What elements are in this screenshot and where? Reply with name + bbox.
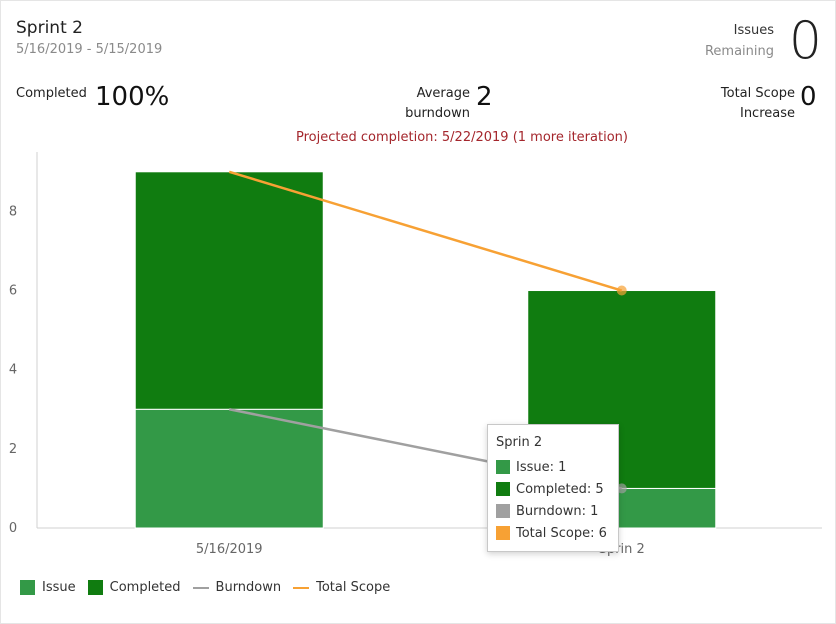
legend-item-completed[interactable]: Completed bbox=[87, 580, 181, 595]
avg-label-line2: burndown bbox=[405, 106, 470, 121]
point-total-scope bbox=[616, 285, 627, 296]
y-tick-label: 4 bbox=[9, 363, 17, 378]
tooltip-row-burndown: Burndown: 1 bbox=[496, 500, 618, 522]
projected-completion: Projected completion: 5/22/2019 (1 more … bbox=[296, 130, 628, 145]
issues-label-line2: Remaining bbox=[704, 44, 774, 59]
chart-tooltip: Sprin 2 Issue: 1 Completed: 5 Burndown: … bbox=[487, 424, 619, 552]
legend-label-total-scope: Total Scope bbox=[316, 580, 391, 595]
tooltip-row-total-scope: Total Scope: 6 bbox=[496, 522, 618, 544]
point-burndown bbox=[616, 483, 627, 494]
x-tick-label: 5/16/2019 bbox=[196, 542, 263, 557]
legend-label-burndown: Burndown bbox=[215, 580, 282, 595]
tooltip-swatch-burndown bbox=[496, 504, 510, 518]
scope-label-line2: Increase bbox=[739, 106, 795, 121]
average-burndown-value: 2 bbox=[476, 82, 493, 112]
completed-value: 100% bbox=[95, 82, 170, 112]
sprint-title: Sprint 2 bbox=[16, 18, 83, 38]
legend-line-total-scope bbox=[293, 586, 310, 589]
issues-remaining-value: 0 bbox=[788, 11, 822, 71]
y-tick-label: 0 bbox=[9, 521, 17, 536]
legend-label-issue: Issue bbox=[42, 580, 76, 595]
y-tick-label: 2 bbox=[9, 442, 17, 457]
tooltip-title: Sprin 2 bbox=[496, 435, 543, 450]
legend-label-completed: Completed bbox=[109, 580, 181, 595]
tooltip-swatch-completed bbox=[496, 482, 510, 496]
legend-item-total-scope[interactable]: Total Scope bbox=[293, 580, 390, 595]
total-scope-increase-label: Total Scope Increase bbox=[698, 84, 795, 124]
total-scope-increase-value: 0 bbox=[800, 82, 817, 112]
scope-label-line1: Total Scope bbox=[720, 86, 795, 101]
bar-completed bbox=[134, 171, 324, 410]
y-tick-label: 6 bbox=[9, 284, 17, 299]
chart-legend: Issue Completed Burndown Total Scope bbox=[20, 580, 402, 595]
legend-item-issue[interactable]: Issue bbox=[20, 580, 76, 595]
tooltip-row-label: Issue: 1 bbox=[516, 459, 567, 475]
y-tick-label: 8 bbox=[9, 204, 17, 219]
legend-item-burndown[interactable]: Burndown bbox=[192, 580, 282, 595]
date-range: 5/16/2019 - 5/15/2019 bbox=[16, 42, 163, 57]
issues-remaining-label: Issues Remaining bbox=[705, 20, 774, 62]
tooltip-row-label: Completed: 5 bbox=[516, 481, 604, 497]
tooltip-swatch-total-scope bbox=[496, 526, 510, 540]
issues-label-line1: Issues bbox=[733, 23, 774, 38]
average-burndown-label: Average burndown bbox=[390, 84, 470, 124]
line-total-scope bbox=[228, 170, 623, 292]
tooltip-row-completed: Completed: 5 bbox=[496, 478, 618, 500]
legend-swatch-completed bbox=[87, 580, 103, 595]
legend-line-burndown bbox=[192, 586, 209, 589]
completed-label: Completed bbox=[16, 86, 87, 101]
avg-label-line1: Average bbox=[416, 86, 470, 101]
tooltip-row-label: Total Scope: 6 bbox=[516, 525, 607, 541]
tooltip-swatch-issue bbox=[496, 460, 510, 474]
legend-swatch-issue bbox=[20, 580, 35, 595]
bar-issue bbox=[134, 408, 324, 529]
tooltip-row-label: Burndown: 1 bbox=[516, 503, 599, 519]
tooltip-row-issue: Issue: 1 bbox=[496, 456, 618, 478]
